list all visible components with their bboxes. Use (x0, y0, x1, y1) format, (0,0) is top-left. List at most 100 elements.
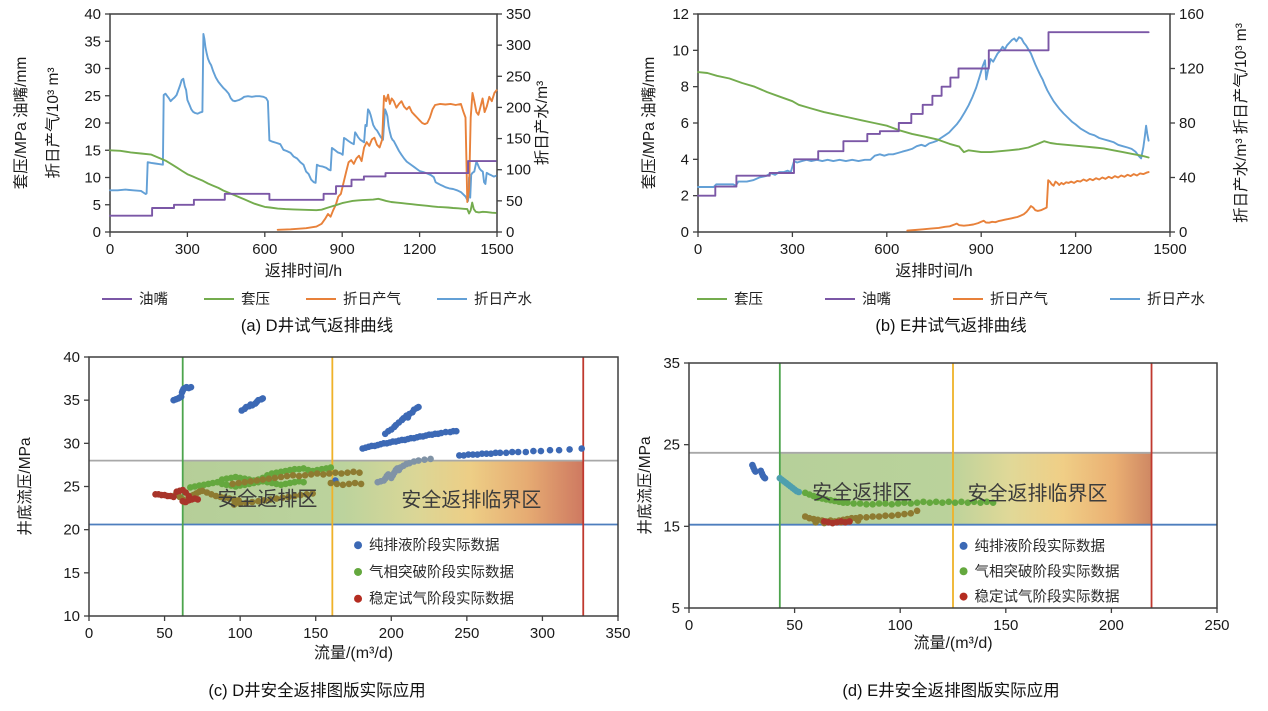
svg-text:1200: 1200 (1059, 241, 1092, 258)
legend-dot (354, 567, 363, 576)
legend-label: 油嘴 (139, 292, 168, 308)
svg-text:50: 50 (156, 625, 173, 642)
svg-text:4: 4 (681, 151, 689, 168)
svg-text:30: 30 (84, 61, 101, 78)
svg-text:150: 150 (303, 625, 328, 642)
caption-a: (a) D井试气返排曲线 (240, 317, 394, 335)
svg-text:35: 35 (663, 355, 680, 372)
svg-text:300: 300 (175, 241, 200, 258)
svg-text:100: 100 (506, 162, 531, 179)
legend-line-swatch (437, 297, 467, 300)
panel-d: 安全返排区 安全返排临界区 纯排液阶段实际数据 气相突破阶段实际数据 稳定试气阶段实际数… (634, 345, 1268, 711)
legend-dot (959, 567, 968, 576)
svg-text:100: 100 (888, 617, 913, 634)
legend-item-casing: 套压 (204, 288, 270, 309)
svg-text:5: 5 (672, 600, 680, 617)
svg-text:25: 25 (663, 437, 680, 454)
legend-dot (959, 541, 968, 550)
svg-text:10: 10 (672, 42, 689, 59)
svg-text:1500: 1500 (1153, 241, 1186, 258)
svg-text:折日产水/m³: 折日产水/m³ (533, 81, 551, 165)
legend-item-water: 折日产水 (1110, 288, 1205, 309)
svg-text:1200: 1200 (403, 241, 436, 258)
svg-text:0: 0 (685, 617, 693, 634)
legend-dot (354, 541, 363, 550)
svg-text:350: 350 (605, 625, 630, 642)
legend-dot (354, 594, 363, 603)
svg-text:返排时间/h: 返排时间/h (265, 262, 342, 280)
legend-item-choke: 油嘴 (825, 288, 891, 309)
chart-c-canvas: 安全返排区 安全返排临界区纯排液阶段实际数据气相突破阶段实际数据稳定试气阶段实际数… (16, 349, 631, 662)
svg-text:套压/MPa 油嘴/mm: 套压/MPa 油嘴/mm (640, 57, 658, 190)
legend-label: 纯排液阶段实际数据 (975, 538, 1106, 555)
svg-text:2: 2 (681, 188, 689, 205)
svg-text:35: 35 (63, 392, 80, 409)
svg-text:150: 150 (506, 131, 531, 148)
panel-c: 安全返排区 安全返排临界区 纯排液阶段实际数据 气相突破阶段实际数据 稳定试气阶段实际数… (0, 345, 634, 711)
panel-a: 0 300 600 900 1200 1500 0 5 10 15 20 25 30 35 40 0 50 100… (0, 0, 634, 345)
svg-text:100: 100 (228, 625, 253, 642)
safe-zone-band (779, 452, 1152, 525)
legend-b: 套压 油嘴 折日产气 折日产水 (634, 288, 1268, 309)
legend-item-choke: 油嘴 (102, 288, 168, 309)
legend-label: 套压 (734, 292, 763, 308)
cluster-pure-drainage-shallow (359, 427, 460, 452)
svg-text:10: 10 (84, 170, 101, 187)
cluster-stable-gas-test (820, 518, 853, 527)
svg-text:150: 150 (993, 617, 1018, 634)
svg-text:井底流压/MPa: 井底流压/MPa (636, 436, 654, 535)
series-water (697, 36, 1150, 188)
legend-label: 折日产水 (1147, 292, 1205, 308)
legend-line-swatch (825, 297, 855, 300)
legend-label: 折日产气 (343, 292, 401, 308)
svg-text:120: 120 (1179, 61, 1204, 78)
legend-label: 套压 (241, 292, 270, 308)
svg-text:40: 40 (1179, 170, 1196, 187)
svg-text:900: 900 (330, 241, 355, 258)
legend-line-swatch (953, 297, 983, 300)
caption-c: (c) D井安全返排图版实际应用 (208, 682, 426, 700)
svg-text:20: 20 (84, 115, 101, 132)
svg-text:返排时间/h: 返排时间/h (895, 262, 972, 280)
svg-text:350: 350 (506, 6, 531, 23)
legend-label: 气相突破阶段实际数据 (975, 563, 1120, 580)
svg-text:20: 20 (63, 522, 80, 539)
series-gas (276, 89, 498, 231)
cluster-pure-drainage-steep (381, 403, 422, 438)
legend-item-water: 折日产水 (437, 288, 532, 309)
cluster-pure-drainage (749, 461, 769, 482)
chart-a-canvas: 0 300 600 900 1200 15000510152025303540050100… (12, 6, 551, 280)
cluster-transition-slate (374, 455, 434, 486)
svg-text:0: 0 (93, 224, 101, 241)
svg-text:40: 40 (63, 349, 80, 366)
svg-text:12: 12 (672, 6, 689, 23)
svg-text:8: 8 (681, 79, 689, 96)
svg-text:套压/MPa 油嘴/mm: 套压/MPa 油嘴/mm (12, 57, 30, 190)
svg-text:200: 200 (379, 625, 404, 642)
svg-text:折日产气/10³ m³: 折日产气/10³ m³ (44, 67, 62, 178)
legend-label: 油嘴 (862, 292, 891, 308)
svg-text:600: 600 (874, 241, 899, 258)
legend-line-swatch (697, 297, 727, 300)
series-choke (697, 31, 1150, 197)
svg-text:25: 25 (63, 479, 80, 496)
svg-text:0: 0 (85, 625, 93, 642)
svg-text:600: 600 (252, 241, 277, 258)
svg-text:0: 0 (1179, 224, 1187, 241)
svg-text:40: 40 (84, 6, 101, 23)
series-casing (109, 149, 497, 215)
svg-text:200: 200 (1099, 617, 1124, 634)
zone-label: 安全返排区 (217, 488, 317, 511)
svg-text:0: 0 (694, 241, 702, 258)
legend-line-swatch (1110, 297, 1140, 300)
legend-label: 稳定试气阶段实际数据 (369, 591, 514, 608)
svg-text:250: 250 (1204, 617, 1229, 634)
svg-text:流量/(m³/d): 流量/(m³/d) (314, 644, 393, 662)
chart-a: 0 300 600 900 1200 15000510152025303540050100… (12, 6, 551, 280)
legend-label: 稳定试气阶段实际数据 (975, 589, 1120, 606)
svg-text:1500: 1500 (480, 241, 513, 258)
legend-label: 折日产气 (990, 292, 1048, 308)
caption-d: (d) E井安全返排图版实际应用 (842, 682, 1060, 700)
